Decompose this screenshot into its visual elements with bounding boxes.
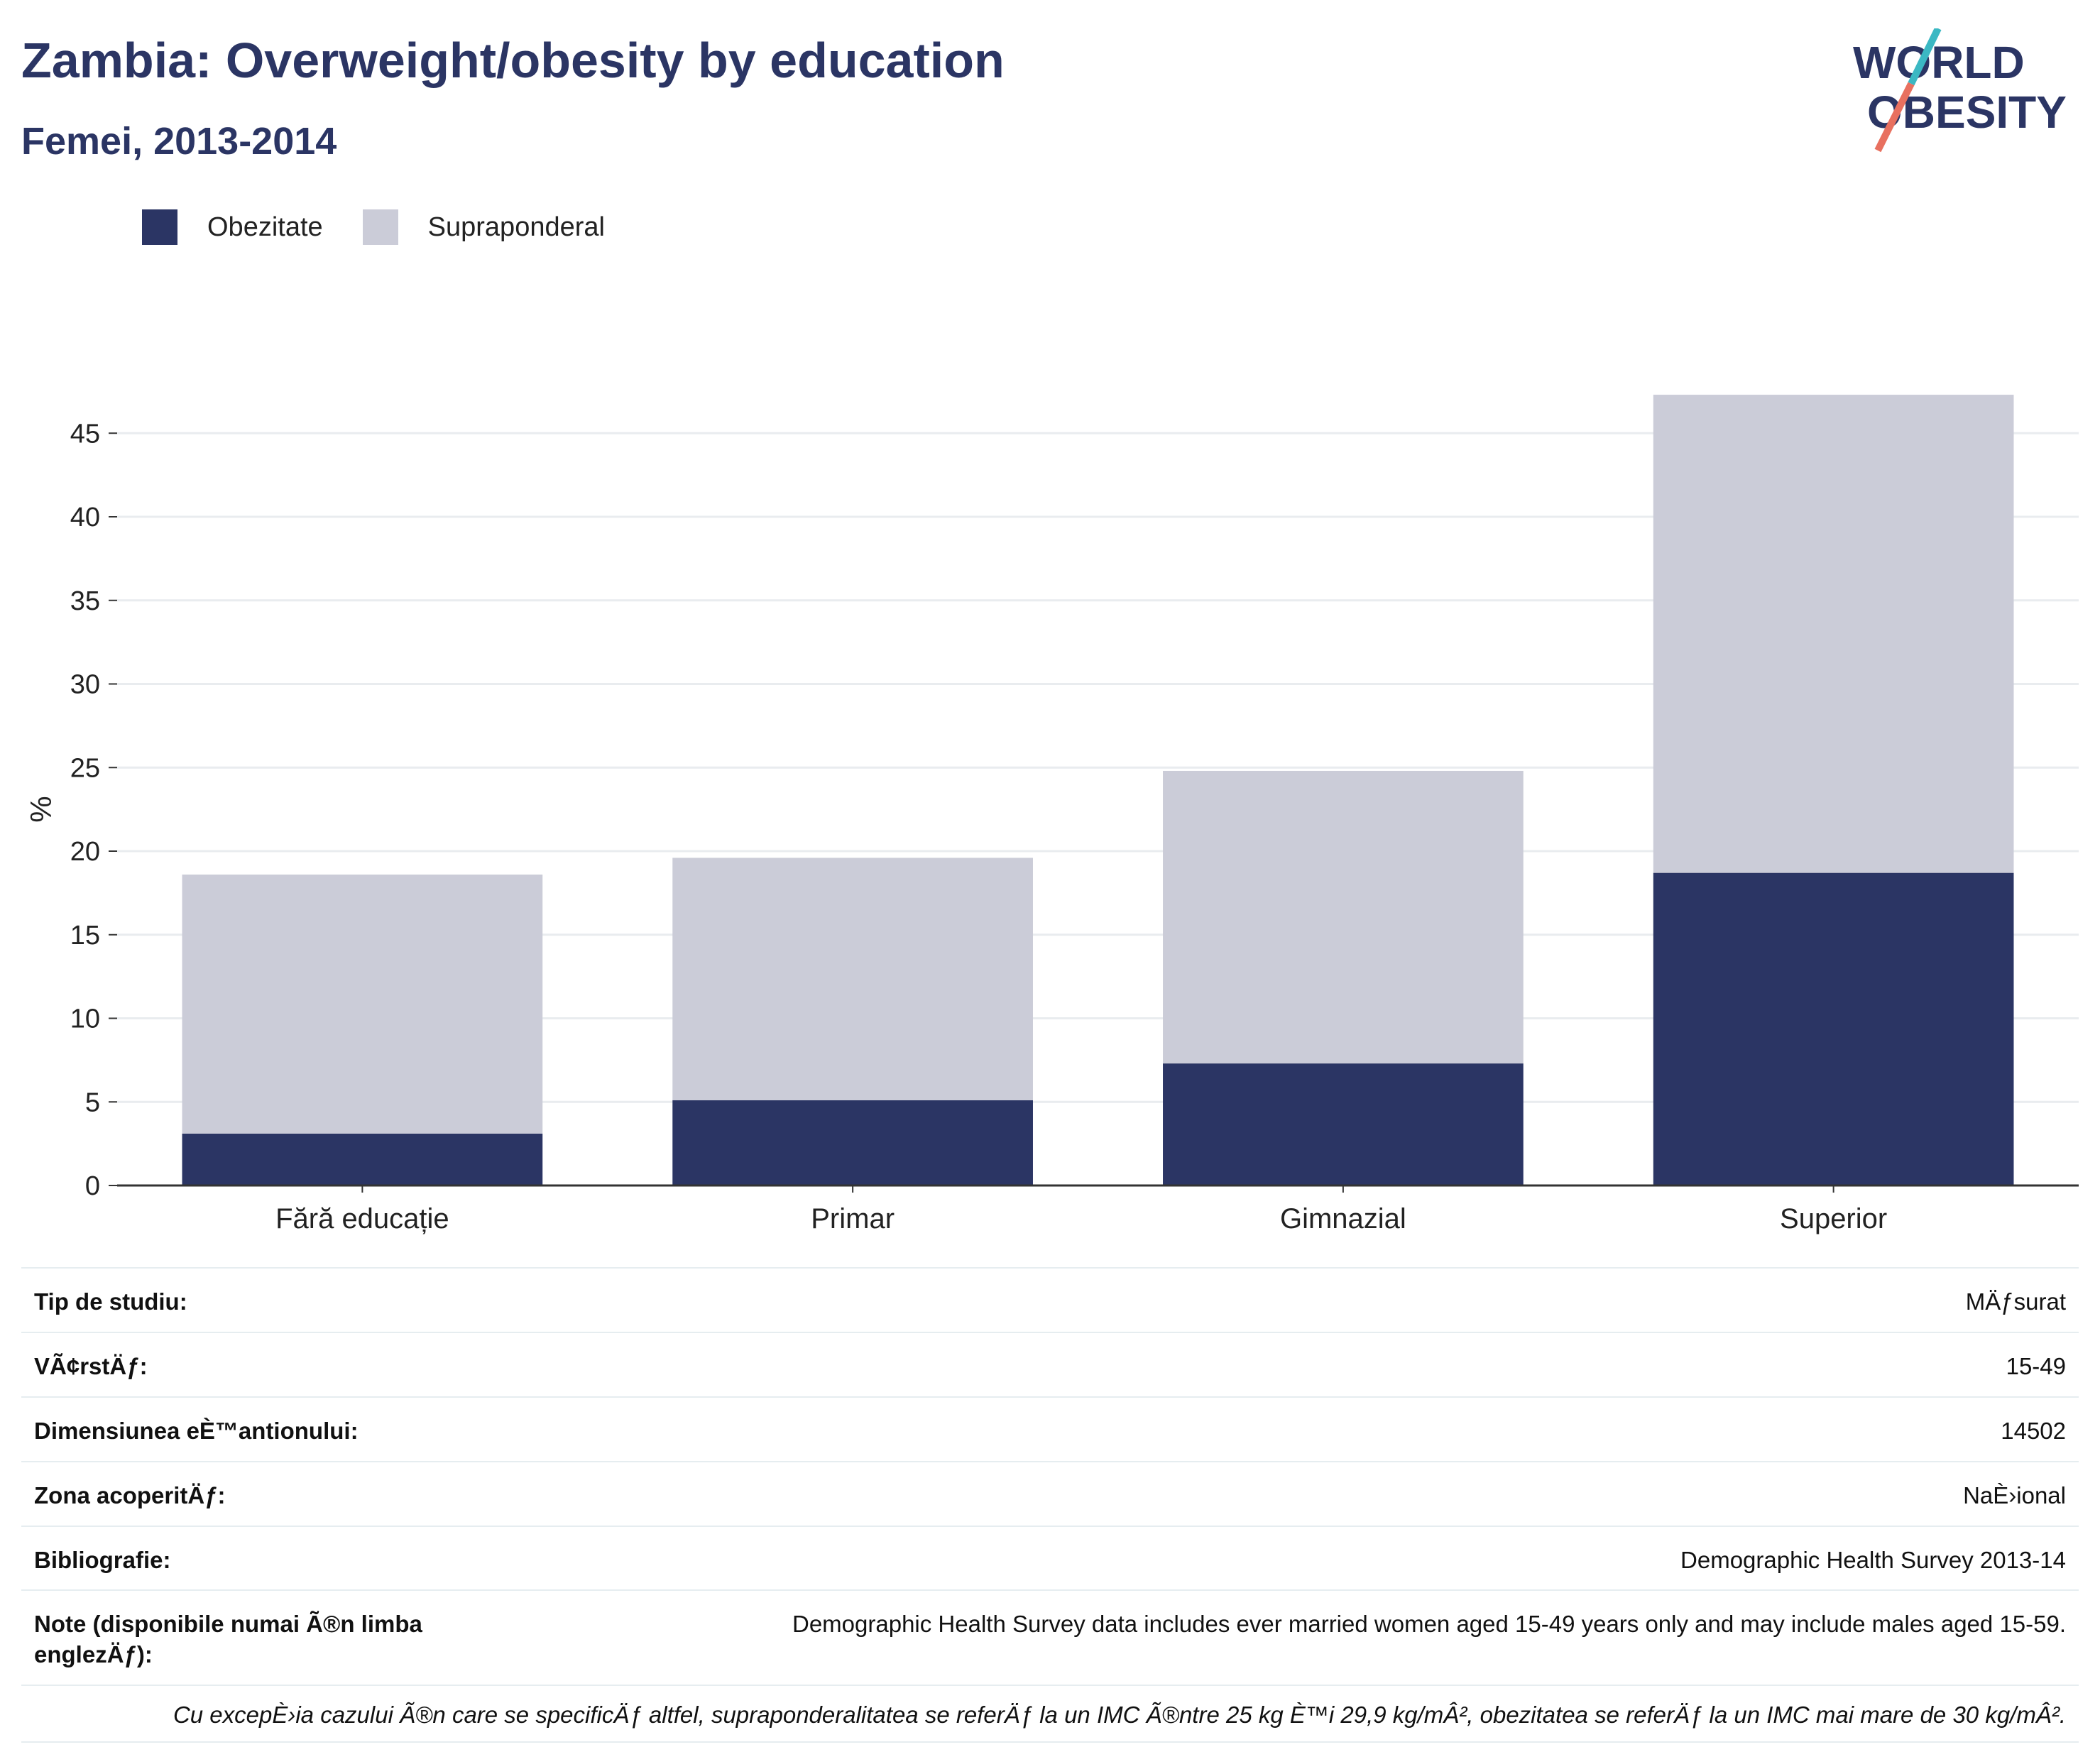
y-tick-label: 20 — [70, 837, 100, 867]
logo-teal-slash — [1908, 28, 1942, 86]
y-axis-ticks: 0 5 10 15 20 25 30 35 40 45 — [70, 419, 117, 1201]
bar-obesity[interactable] — [1163, 1063, 1524, 1185]
bar-overweight[interactable] — [1653, 395, 2014, 873]
y-axis-label: % — [24, 796, 58, 822]
y-tick-label: 35 — [70, 586, 100, 616]
legend-label-overweight: Supraponderal — [427, 212, 605, 242]
bar-obesity[interactable] — [672, 1100, 1033, 1185]
meta-row-area: Zona acoperitÄƒ: NaÈ›ional — [21, 1462, 2079, 1527]
x-tick-label: Gimnazial — [1280, 1203, 1406, 1234]
meta-key: Note (disponibile numai Ã®n limba englez… — [34, 1611, 422, 1668]
y-tick-label: 30 — [70, 670, 100, 700]
footnote: Cu excepÈ›ia cazului Ã®n care se specifi… — [21, 1686, 2079, 1743]
x-tick-label: Primar — [811, 1203, 895, 1234]
meta-row-bibliography: Bibliografie: Demographic Health Survey … — [21, 1527, 2079, 1592]
meta-row-sample-size: Dimensiunea eÈ™antionului: 14502 — [21, 1398, 2079, 1462]
meta-value: Demographic Health Survey data includes … — [792, 1611, 2066, 1638]
world-obesity-logo: WORLD OBESITY — [1853, 28, 2067, 153]
legend-item-obesity[interactable]: Obezitate — [142, 209, 323, 245]
bar-overweight[interactable] — [1163, 770, 1524, 1064]
bars — [182, 395, 2014, 1185]
meta-key: VÃ¢rstÄƒ: — [34, 1352, 148, 1379]
metadata-table: Tip de studiu: MÄƒsurat VÃ¢rstÄƒ: 15-49 … — [21, 1267, 2079, 1743]
legend-swatch-overweight — [362, 209, 398, 245]
chart-subtitle: Femei, 2013-2014 — [21, 120, 337, 163]
y-tick-label: 0 — [85, 1171, 100, 1201]
y-tick-label: 5 — [85, 1088, 100, 1117]
y-tick-label: 25 — [70, 753, 100, 783]
bar-overweight[interactable] — [182, 874, 543, 1134]
legend-swatch-obesity — [142, 209, 177, 245]
bar-overweight[interactable] — [672, 858, 1033, 1100]
meta-value: Demographic Health Survey 2013-14 — [1680, 1546, 2066, 1573]
chart-legend: Obezitate Supraponderal — [142, 209, 645, 245]
x-axis-ticks: Fără educație Primar Gimnazial Superior — [275, 1185, 1887, 1234]
meta-value: NaÈ›ional — [1963, 1482, 2066, 1508]
x-tick-label: Fără educație — [275, 1203, 449, 1234]
bar-obesity[interactable] — [182, 1133, 543, 1185]
bar-obesity[interactable] — [1653, 872, 2014, 1185]
meta-row-age: VÃ¢rstÄƒ: 15-49 — [21, 1333, 2079, 1398]
y-tick-label: 15 — [70, 921, 100, 951]
meta-key: Tip de studiu: — [34, 1288, 187, 1315]
meta-key: Bibliografie: — [34, 1546, 171, 1573]
y-tick-label: 45 — [70, 419, 100, 449]
meta-value: 14502 — [2001, 1417, 2066, 1444]
legend-label-obesity: Obezitate — [207, 212, 323, 242]
y-tick-label: 10 — [70, 1004, 100, 1034]
chart-title: Zambia: Overweight/obesity by education — [21, 33, 1005, 88]
meta-value: MÄƒsurat — [1965, 1288, 2066, 1315]
logo-line1: WORLD — [1853, 37, 2025, 88]
y-tick-label: 40 — [70, 503, 100, 532]
legend-item-overweight[interactable]: Supraponderal — [362, 209, 605, 245]
meta-key: Dimensiunea eÈ™antionului: — [34, 1417, 359, 1444]
logo-coral-slash — [1874, 82, 1915, 153]
meta-row-study-type: Tip de studiu: MÄƒsurat — [21, 1269, 2079, 1333]
meta-value: 15-49 — [2006, 1352, 2066, 1379]
stacked-bar-chart: 0 5 10 15 20 25 30 35 40 45 Fără educație Primar Gi… — [24, 395, 2079, 1234]
meta-key: Zona acoperitÄƒ: — [34, 1482, 226, 1508]
x-tick-label: Superior — [1780, 1203, 1887, 1234]
meta-row-notes: Note (disponibile numai Ã®n limba englez… — [21, 1591, 2079, 1687]
